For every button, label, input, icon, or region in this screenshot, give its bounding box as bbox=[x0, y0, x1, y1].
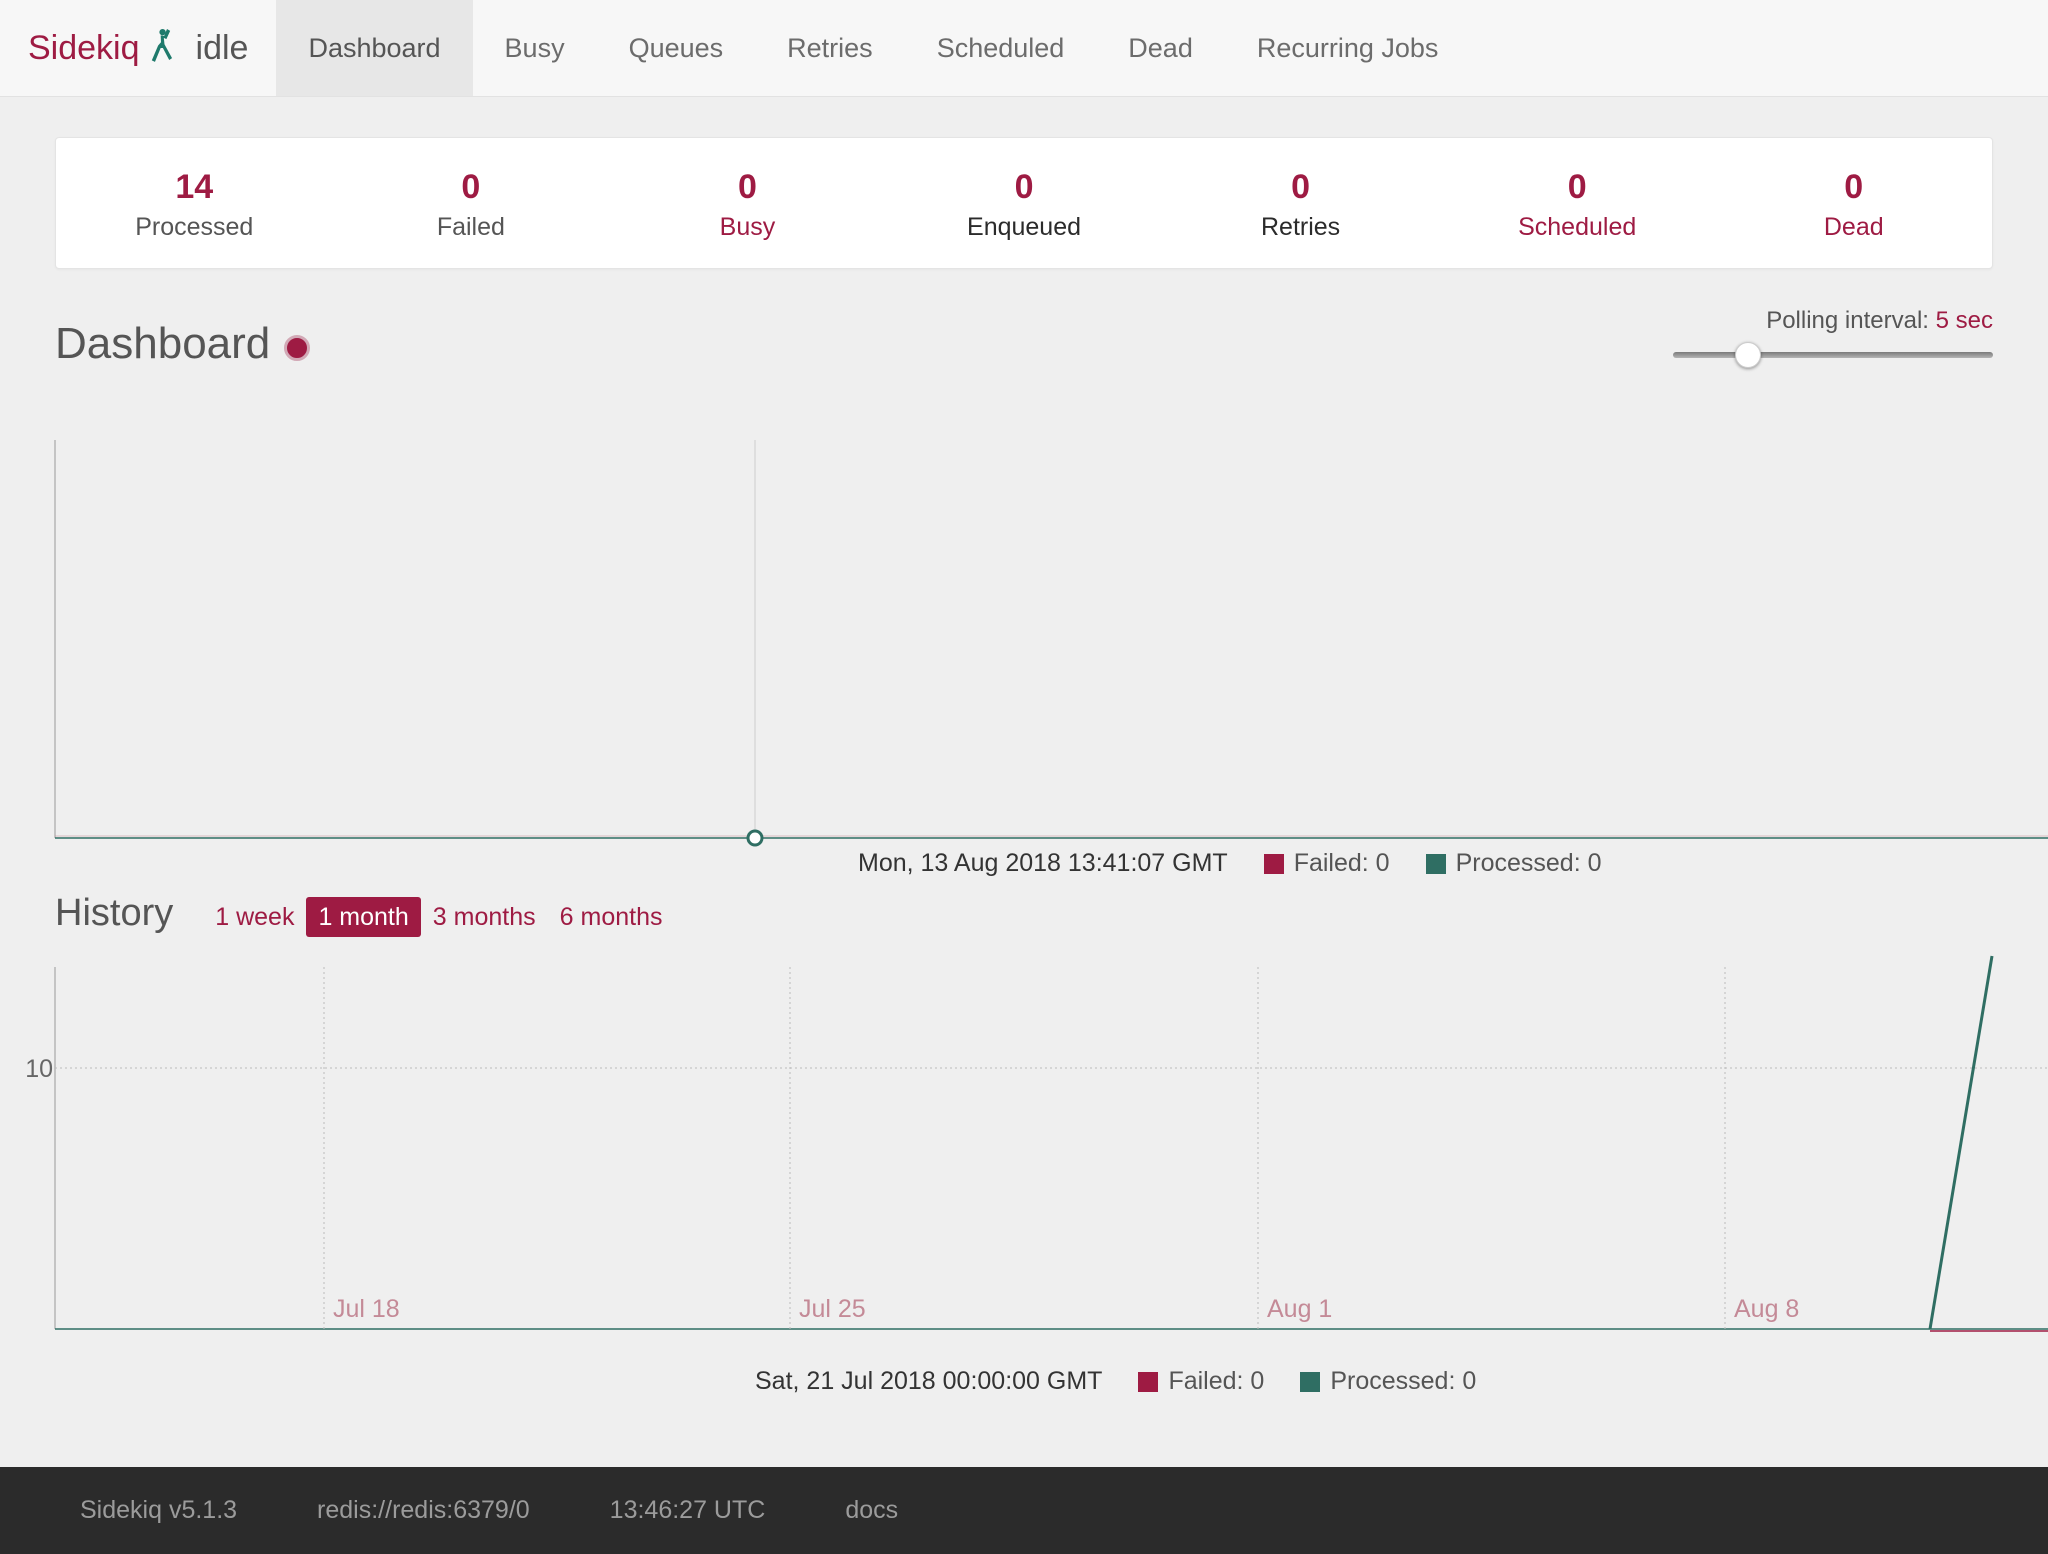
svg-text:Jul 18: Jul 18 bbox=[333, 1295, 400, 1323]
svg-text:Aug 1: Aug 1 bbox=[1267, 1295, 1332, 1323]
svg-text:10: 10 bbox=[25, 1055, 53, 1083]
svg-text:Jul 25: Jul 25 bbox=[799, 1295, 866, 1323]
svg-text:Aug 8: Aug 8 bbox=[1734, 1295, 1799, 1323]
